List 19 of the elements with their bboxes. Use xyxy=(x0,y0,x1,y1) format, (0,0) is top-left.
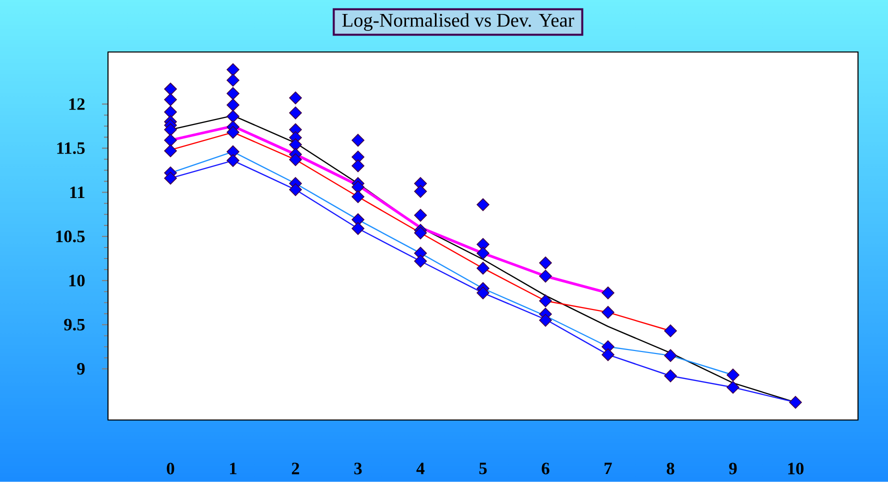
x-tick-label: 3 xyxy=(354,462,362,474)
chart-title: Log-Normalised vs Dev. Year xyxy=(342,13,574,31)
x-tick-label: 8 xyxy=(666,462,674,474)
y-tick-label: 9 xyxy=(77,362,85,375)
x-tick-label: 5 xyxy=(479,462,487,474)
x-tick-label: 0 xyxy=(166,462,174,474)
x-tick-label: 4 xyxy=(416,462,425,474)
y-tick-label: 12 xyxy=(69,98,85,110)
y-tick-label: 11 xyxy=(70,186,84,198)
x-tick-label: 2 xyxy=(292,462,300,474)
y-tick-label: 11.5 xyxy=(57,142,85,154)
x-tick-label: 10 xyxy=(788,462,804,474)
x-tick-label: 9 xyxy=(729,462,737,474)
y-tick-label: 9.5 xyxy=(64,318,85,331)
y-tick-label: 10 xyxy=(69,274,85,286)
x-tick-label: 6 xyxy=(542,462,550,474)
y-tick-label: 10.5 xyxy=(56,230,85,242)
x-tick-label: 1 xyxy=(230,462,236,474)
x-tick-label: 7 xyxy=(604,462,612,474)
